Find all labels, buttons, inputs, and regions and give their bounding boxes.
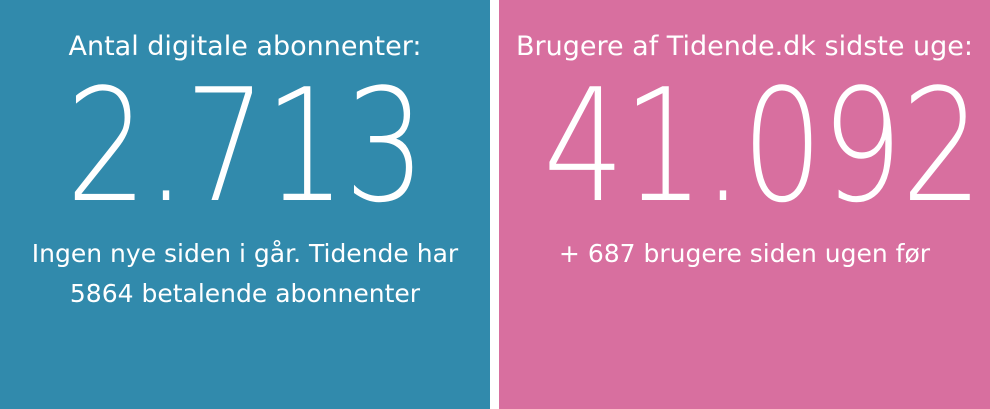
subscribers-note-line-2: 5864 betalende abonnenter [69, 279, 421, 308]
users-headline: Brugere af Tidende.dk sidste uge: [515, 31, 974, 62]
users-note-line-1: + 687 brugere siden ugen før [558, 239, 931, 268]
users-panel: Brugere af Tidende.dk sidste uge: 41.092… [499, 0, 990, 409]
subscribers-note: Ingen nye siden i går. Tidende har 5864 … [0, 234, 490, 314]
users-count: 41.092 [543, 55, 982, 237]
subscribers-note-line-1: Ingen nye siden i går. Tidende har [31, 239, 459, 268]
subscribers-panel: Antal digitale abonnenter: 2.713 Ingen n… [0, 0, 490, 409]
subscribers-count: 2.713 [65, 55, 426, 237]
users-note: + 687 brugere siden ugen før [499, 234, 990, 274]
subscribers-headline: Antal digitale abonnenter: [68, 31, 422, 62]
